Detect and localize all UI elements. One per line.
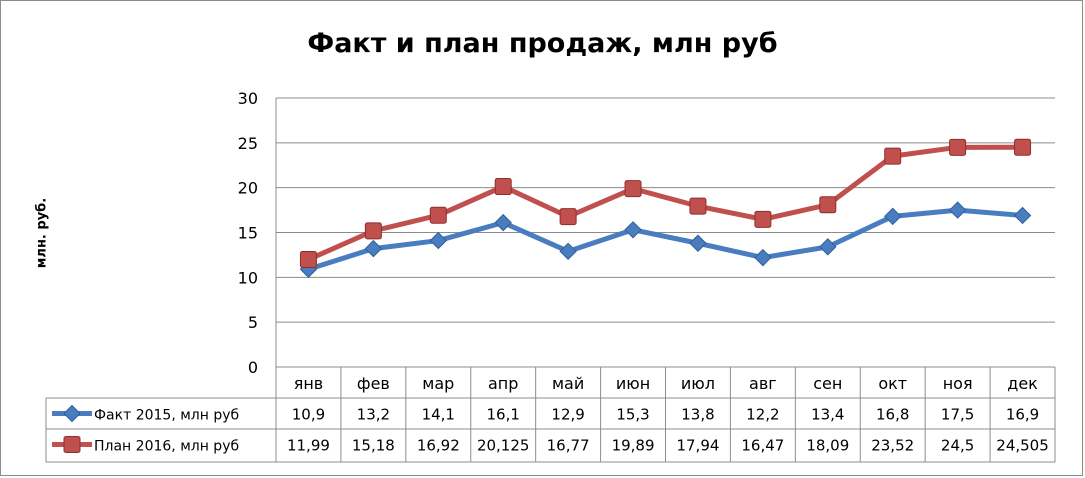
data-point: [429, 231, 447, 250]
x-tick-label: апр: [488, 374, 518, 393]
table-cell: 16,8: [876, 406, 909, 424]
data-point: [624, 221, 642, 239]
table-cell: 13,2: [357, 406, 390, 424]
y-tick-label: 10: [238, 268, 258, 287]
y-tick-label: 20: [238, 179, 258, 198]
x-tick-label: май: [552, 374, 584, 393]
data-point: [494, 178, 512, 196]
data-point: [754, 210, 772, 228]
table-cell: 16,92: [417, 437, 460, 455]
table-cell: 19,89: [612, 437, 655, 455]
data-point: [949, 138, 967, 156]
table-cell: 16,9: [1006, 406, 1039, 424]
table-cell: 14,1: [422, 406, 455, 424]
data-point: [299, 250, 317, 268]
data-point: [689, 234, 707, 252]
table-cell: 16,1: [487, 406, 520, 424]
x-tick-label: июн: [616, 374, 650, 393]
table-cell: 13,8: [681, 406, 714, 424]
data-point: [689, 197, 707, 215]
y-tick-label: 30: [238, 89, 258, 108]
table-cell: 15,3: [616, 406, 649, 424]
table-cell: 11,99: [287, 437, 330, 455]
table-cell: 13,4: [811, 406, 844, 424]
data-point: [364, 222, 382, 240]
data-point: [559, 242, 577, 261]
y-tick-label: 15: [238, 224, 258, 243]
table-cell: 18,09: [806, 437, 849, 455]
data-point: [884, 207, 902, 226]
table-cell: 17,5: [941, 406, 974, 424]
table-cell: 17,94: [676, 437, 719, 455]
x-tick-label: июл: [681, 374, 715, 393]
data-point: [1013, 206, 1032, 225]
table-cell: 24,505: [996, 437, 1049, 455]
legend-label: Факт 2015, млн руб: [94, 408, 239, 424]
legend-marker: [63, 436, 81, 453]
chart-title: Факт и план продаж, млн руб: [307, 28, 778, 59]
table-cell: 23,52: [871, 437, 914, 455]
series-line: [305, 144, 1026, 262]
table-cell: 16,77: [547, 437, 590, 455]
data-point: [624, 180, 642, 198]
data-point: [754, 248, 772, 267]
data-point: [948, 201, 967, 219]
x-tick-label: окт: [878, 374, 907, 393]
table-cell: 10,9: [292, 406, 325, 424]
table-cell: 12,9: [551, 406, 584, 424]
y-tick-label: 5: [248, 313, 258, 332]
x-tick-label: фев: [357, 374, 390, 393]
y-tick-label: 0: [248, 358, 258, 377]
data-point: [1014, 138, 1032, 156]
x-tick-label: ноя: [943, 374, 973, 393]
data-point: [364, 239, 383, 258]
data-point: [819, 238, 837, 256]
table-cell: 12,2: [746, 406, 779, 424]
x-tick-label: авг: [749, 374, 777, 393]
data-point: [429, 206, 447, 224]
legend-marker: [63, 404, 81, 423]
data-point: [494, 213, 512, 232]
data-point: [559, 208, 577, 226]
x-tick-label: сен: [813, 374, 842, 393]
table-cell: 15,18: [352, 437, 395, 455]
table-cell: 16,47: [741, 437, 784, 455]
x-tick-label: мар: [422, 374, 454, 393]
data-point: [819, 196, 837, 214]
x-tick-label: дек: [1007, 374, 1038, 393]
series-line: [305, 207, 1026, 272]
data-point: [884, 147, 902, 165]
x-tick-label: янв: [294, 374, 324, 393]
y-tick-label: 25: [238, 134, 258, 153]
table-cell: 24,5: [941, 437, 974, 455]
table-cell: 20,125: [477, 437, 530, 455]
legend-label: План 2016, млн руб: [94, 439, 239, 455]
